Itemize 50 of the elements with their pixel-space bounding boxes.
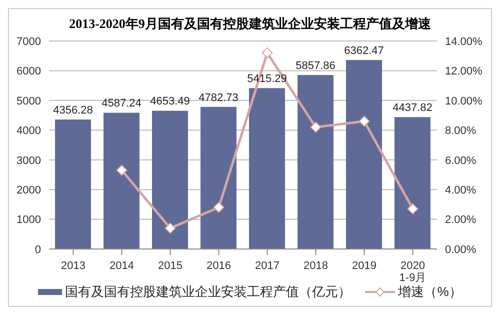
data-label: 6362.47 (344, 44, 384, 57)
x-tick-label: 2019 (352, 260, 376, 272)
x-tick-label: 2015 (158, 260, 182, 272)
y2-tick-label: 0.00% (445, 244, 476, 256)
data-label: 5857.86 (296, 60, 336, 72)
y-tick-label: 4000 (16, 125, 41, 138)
y-tick-label: 2000 (16, 184, 41, 196)
x-tick-label: 2014 (110, 260, 134, 272)
legend-label: 国有及国有控股建筑业企业安装工程产值（亿元） (65, 283, 352, 301)
point (262, 47, 273, 58)
chart-title: 2013-2020年9月国有及国有控股建筑业企业安装工程产值及增速 (68, 15, 432, 33)
data-label: 4356.28 (53, 104, 93, 117)
data-label: 5415.29 (247, 73, 287, 86)
point (164, 222, 176, 234)
legend-label: 增速（%） (398, 283, 462, 301)
data-label: 4587.24 (102, 98, 142, 110)
y2-tick-label: 6.00% (445, 154, 476, 167)
y2-tick-label: 4.00% (445, 184, 476, 196)
point (358, 116, 370, 127)
y-tick-label: 7000 (16, 36, 41, 48)
point (213, 202, 224, 213)
y2-tick-label: 14.00% (445, 36, 483, 48)
y-tick-label: 0 (34, 244, 41, 256)
x-tick-label: 2016 (206, 260, 231, 272)
y2-tick-label: 12.00% (445, 66, 483, 78)
bar (394, 117, 430, 249)
data-label: 4782.73 (198, 92, 238, 104)
data-label: 4437.82 (392, 102, 432, 114)
bar (104, 112, 140, 249)
y2-tick-label: 2.00% (445, 214, 476, 226)
x-tick-label: 2017 (255, 260, 280, 272)
bar (298, 74, 334, 249)
bar (249, 88, 285, 249)
data-label: 4653.49 (150, 96, 190, 108)
y-tick-label: 1000 (16, 214, 41, 226)
x-tick-label: 2018 (304, 260, 328, 272)
y2-tick-label: 10.00% (445, 95, 483, 108)
point (310, 122, 322, 133)
point (407, 203, 418, 214)
bar (346, 60, 382, 249)
bar (200, 106, 236, 249)
point (116, 164, 128, 176)
x-tick-label: 2020 1-9月 (399, 260, 426, 284)
y-tick-label: 6000 (16, 66, 41, 78)
y2-tick-label: 8.00% (445, 125, 476, 138)
bar (152, 110, 188, 249)
x-tick-label: 2013 (61, 260, 86, 272)
y-tick-label: 5000 (16, 95, 41, 108)
bar (55, 120, 91, 249)
y-tick-label: 3000 (16, 154, 41, 167)
